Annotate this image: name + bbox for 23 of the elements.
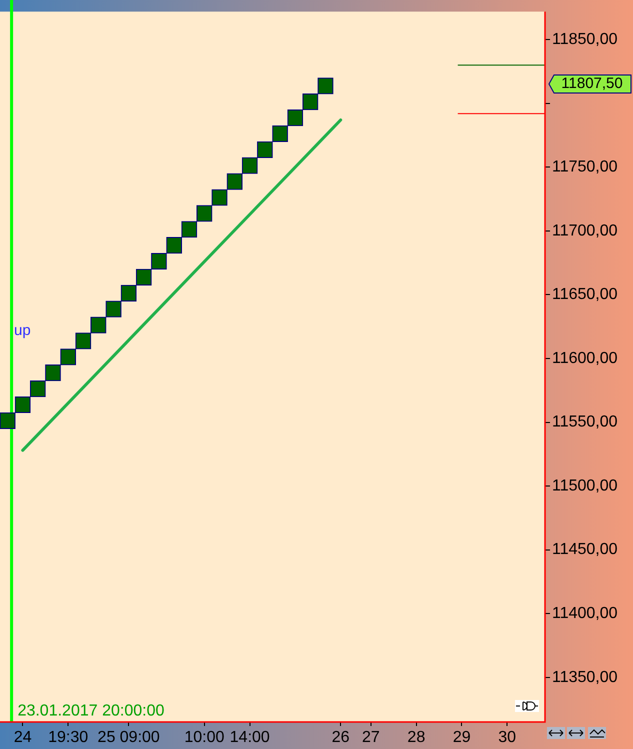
y-tick-label: 11550,00 <box>552 414 618 431</box>
x-tick-label: 14:00 <box>230 729 270 746</box>
y-tick-label: 11400,00 <box>552 604 618 622</box>
y-tick-label: 11600,00 <box>552 350 618 367</box>
y-tick-label: 11750,00 <box>552 158 618 176</box>
x-tick-label: 29 <box>452 729 471 746</box>
y-tick-label: 11650,00 <box>552 286 618 304</box>
x-tick-label: 28 <box>407 729 426 746</box>
y-tick-label: 11350,00 <box>552 668 618 686</box>
x-tick-label: 10:00 <box>184 729 224 746</box>
x-tick-label: 26 <box>332 729 350 746</box>
text: 11807,50 <box>561 75 623 92</box>
x-tick-label: 19:30 <box>48 729 88 746</box>
annotation: up <box>14 322 31 340</box>
x-tick-label: 24 <box>14 729 32 746</box>
y-tick-label: 11850,00 <box>552 31 618 48</box>
x-tick-label: 30 <box>498 729 516 746</box>
y-tick-label: 11500,00 <box>552 477 618 494</box>
x-tick-label: 25 09:00 <box>98 729 160 746</box>
y-tick-label: 11700,00 <box>552 222 618 240</box>
y-tick-label: 11450,00 <box>552 541 618 558</box>
text: 23.01.2017 20:00:00 <box>18 702 164 720</box>
x-tick-label: 27 <box>362 729 380 746</box>
